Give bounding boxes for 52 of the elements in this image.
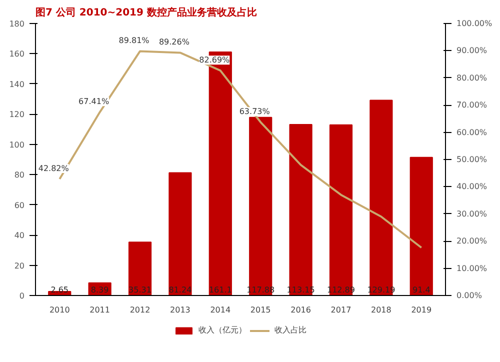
- data-label: 8.39: [90, 286, 109, 294]
- data-label: 81.24: [168, 286, 192, 294]
- legend-label: 收入（亿元）: [198, 324, 246, 336]
- data-label: 82.69%: [199, 56, 230, 65]
- y-tick-label: 20: [14, 261, 25, 270]
- y2-tick-label: 80.00%: [456, 73, 488, 82]
- x-tick-label: 2013: [170, 306, 190, 314]
- y2-tick-label: 90.00%: [456, 46, 488, 56]
- y-tick-label: 0: [19, 292, 25, 300]
- x-tick-label: 2015: [250, 306, 271, 314]
- y2-tick-label: 60.00%: [456, 128, 488, 137]
- bar: [289, 124, 312, 296]
- data-label: 161.1: [208, 286, 232, 294]
- data-label: 89.26%: [158, 38, 190, 47]
- y2-tick-label: 30.00%: [456, 209, 488, 218]
- x-tick-label: 2018: [371, 306, 392, 314]
- data-label: 89.81%: [118, 36, 150, 46]
- bar: [370, 100, 393, 296]
- bar: [329, 124, 353, 296]
- y-tick-label: 120: [9, 110, 25, 120]
- y2-tick-label: 50.00%: [456, 155, 488, 164]
- data-label: 63.73%: [239, 107, 270, 116]
- y2-tick-label: 20.00%: [456, 236, 488, 246]
- y2-tick-label: 40.00%: [456, 182, 488, 192]
- data-label: 35.31: [128, 286, 152, 294]
- y-tick-label: 100: [9, 140, 25, 150]
- bar: [249, 116, 272, 296]
- x-tick-label: 2011: [90, 306, 110, 314]
- y-tick-label: 60: [14, 200, 25, 210]
- y-tick-label: 180: [9, 20, 25, 28]
- data-label: 67.41%: [78, 97, 110, 106]
- y-tick-label: 80: [14, 170, 25, 180]
- x-tick-label: 2016: [290, 306, 311, 314]
- x-tick-label: 2017: [330, 306, 352, 314]
- y2-tick-label: 100.00%: [456, 19, 492, 28]
- x-tick-label: 2019: [411, 306, 432, 314]
- y2-tick-label: 0.00%: [456, 291, 482, 300]
- y-tick-label: 140: [9, 80, 25, 89]
- data-label: 42.82%: [38, 164, 70, 174]
- x-tick-label: 2012: [130, 306, 150, 314]
- legend-label: 收入占比: [274, 324, 306, 336]
- y-tick-label: 40: [14, 231, 25, 240]
- y-tick-label: 160: [9, 50, 25, 59]
- bar: [128, 242, 152, 296]
- y2-tick-label: 10.00%: [456, 264, 488, 273]
- x-tick-label: 2014: [210, 306, 231, 314]
- data-label: 91.4: [412, 286, 430, 294]
- bar: [410, 156, 433, 296]
- x-tick-label: 2010: [49, 306, 70, 314]
- y2-tick-label: 70.00%: [456, 100, 488, 110]
- bar: [168, 172, 192, 296]
- chart-title: 图7 公司 2010~2019 数控产品业务营收及占比: [36, 6, 257, 18]
